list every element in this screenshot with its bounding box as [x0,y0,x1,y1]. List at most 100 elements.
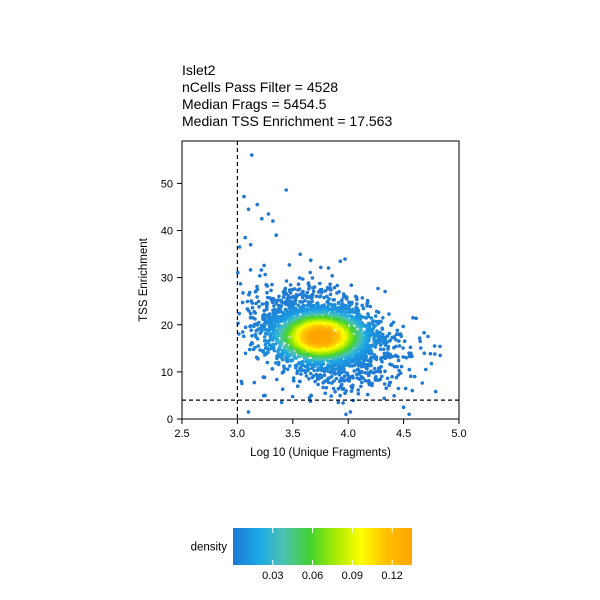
scatter-point [408,345,413,350]
scatter-point [266,212,271,216]
scatter-point [238,282,243,286]
scatter-point [324,385,329,390]
scatter-point [369,316,374,320]
scatter-point [247,309,251,313]
scatter-point [355,376,360,380]
scatter-point [288,364,292,368]
scatter-point [379,365,383,369]
scatter-point [344,310,348,315]
scatter-point [356,367,360,372]
scatter-point [237,332,241,336]
chart-title: Islet2 nCells Pass Filter = 4528 Median … [182,62,392,130]
scatter-point [263,393,267,398]
scatter-point [357,361,361,365]
y-tick-label: 20 [161,320,173,332]
scatter-point [382,396,387,401]
scatter-point [358,317,363,322]
scatter-point [341,295,346,299]
scatter-point [336,400,341,405]
scatter-point [290,394,295,399]
scatter-point [293,298,298,302]
scatter-point [250,153,254,157]
scatter-point [376,286,380,291]
scatter-point [319,265,323,270]
scatter-point [385,351,390,355]
scatter-point [298,379,302,384]
scatter-point [257,305,261,309]
scatter-point [438,353,443,358]
scatter-point [290,358,295,363]
scatter-point [329,288,333,292]
scatter-point [274,341,279,346]
scatter-point [326,287,330,291]
scatter-point [392,345,396,350]
scatter-point [298,292,302,297]
scatter-points [236,153,443,417]
scatter-point [255,284,259,289]
scatter-point [284,349,289,353]
scatter-point [243,325,248,330]
scatter-point [254,301,258,306]
scatter-point [373,314,378,318]
scatter-point [387,380,392,385]
scatter-point [291,379,296,383]
scatter-point [344,389,349,393]
scatter-point [299,372,303,376]
scatter-point [298,252,303,257]
scatter-point [387,312,391,316]
scatter-point [255,295,259,299]
scatter-point [365,358,370,363]
scatter-point [338,393,342,398]
scatter-point [387,331,392,336]
scatter-point [309,296,314,301]
scatter-point [339,376,344,381]
scatter-point [387,339,392,343]
scatter-point [300,290,305,295]
scatter-point [273,317,278,322]
scatter-point [308,371,313,376]
scatter-point [298,365,303,370]
scatter-point [369,355,374,360]
scatter-point [295,369,300,373]
scatter-point [363,378,368,383]
scatter-point [276,319,281,324]
y-tick-label: 10 [161,367,173,379]
scatter-point [394,338,398,342]
scatter-point [328,292,333,297]
scatter-point [265,307,269,312]
scatter-point [237,245,242,249]
scatter-point [287,307,292,311]
scatter-point [275,338,280,343]
scatter-point [250,301,254,305]
scatter-point [240,300,245,305]
scatter-point [363,315,367,320]
colorbar-tick-label: 0.09 [342,570,363,582]
scatter-point [352,369,357,373]
scatter-point [349,389,354,393]
scatter-point [345,371,350,376]
scatter-point [428,351,433,356]
scatter-point [267,347,271,352]
scatter-point [305,290,310,295]
scatter-point [272,311,277,315]
scatter-point [365,304,369,308]
scatter-point [352,310,357,315]
scatter-point [397,368,401,373]
density-colorbar: 0.03 0.06 0.09 0.12 density [191,528,412,582]
scatter-point [319,365,324,370]
scatter-point [263,342,268,347]
scatter-point [367,379,371,383]
scatter-point [376,369,380,374]
scatter-point [326,363,330,367]
y-tick-label: 0 [167,414,173,426]
scatter-point [426,334,430,339]
scatter-point [315,301,319,306]
scatter-point [262,263,266,268]
scatter-point [313,379,317,384]
scatter-point [330,381,334,385]
scatter-point [322,373,327,377]
scatter-point [282,364,286,369]
scatter-point [338,259,343,264]
scatter-point [350,374,355,379]
